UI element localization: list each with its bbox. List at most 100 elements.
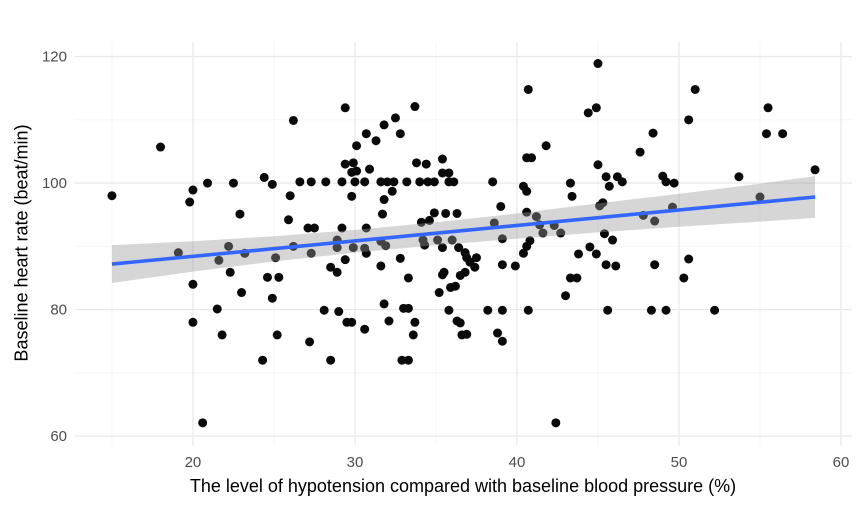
data-point (497, 234, 507, 244)
data-point (593, 59, 603, 69)
y-tick-labels: 60 80 100 120 (42, 49, 67, 446)
data-point (212, 304, 222, 314)
data-point (379, 299, 389, 309)
data-point (376, 261, 386, 271)
data-point (284, 215, 294, 225)
data-point (319, 305, 329, 315)
data-point (352, 141, 362, 151)
data-point (551, 418, 561, 428)
data-point (376, 177, 386, 187)
data-point (267, 179, 277, 189)
data-point (384, 316, 394, 326)
data-point (523, 305, 533, 315)
data-point (326, 355, 336, 365)
data-point (361, 248, 371, 258)
data-point (460, 267, 470, 277)
data-point (321, 177, 331, 187)
data-point (387, 186, 397, 196)
data-point (574, 249, 584, 259)
data-point (446, 282, 456, 292)
data-point (455, 318, 465, 328)
data-point (601, 260, 611, 270)
data-point (224, 241, 234, 251)
data-point (361, 129, 371, 139)
data-point (337, 223, 347, 233)
data-point (444, 168, 454, 178)
data-point (188, 185, 198, 195)
data-point (390, 113, 400, 123)
data-point (429, 177, 439, 187)
data-point (237, 288, 247, 298)
data-point (489, 218, 499, 228)
data-point (650, 216, 660, 226)
data-point (565, 273, 575, 283)
data-point (454, 243, 464, 253)
data-point (305, 337, 315, 347)
data-point (340, 159, 350, 169)
data-point (603, 305, 613, 315)
data-point (285, 191, 295, 201)
data-point (447, 235, 457, 245)
data-point (203, 178, 213, 188)
data-point (395, 253, 405, 263)
data-point (360, 324, 370, 334)
data-point (156, 142, 166, 152)
data-point (483, 305, 493, 315)
data-point (541, 141, 551, 151)
data-point (424, 215, 434, 225)
data-point (379, 120, 389, 130)
data-point (309, 223, 319, 233)
data-point (214, 255, 224, 265)
grid-major (75, 42, 852, 445)
data-point (395, 129, 405, 139)
data-point (434, 288, 444, 298)
data-point (306, 177, 316, 187)
data-point (437, 154, 447, 164)
data-point (403, 355, 413, 365)
data-point (763, 103, 773, 113)
data-point (288, 115, 298, 125)
data-point (650, 260, 660, 270)
x-tick-label: 60 (833, 454, 850, 471)
x-tick-label: 40 (509, 454, 526, 471)
data-point (510, 261, 520, 271)
x-tick-labels: 20 30 40 50 60 (185, 454, 850, 471)
data-point (410, 102, 420, 112)
data-point (437, 243, 447, 253)
data-point (684, 115, 694, 125)
data-point (661, 177, 671, 187)
data-point (107, 191, 117, 201)
data-point (371, 136, 381, 146)
data-point (598, 198, 608, 208)
data-point (497, 260, 507, 270)
y-axis-title: Baseline heart rate (beat/min) (11, 124, 32, 362)
data-point (449, 177, 459, 187)
y-tick-label: 60 (50, 428, 67, 445)
data-point (661, 305, 671, 315)
data-point (389, 177, 399, 187)
data-point (527, 153, 537, 163)
data-point (262, 272, 272, 282)
data-point (497, 305, 507, 315)
data-point (403, 303, 413, 313)
data-point (267, 293, 277, 303)
data-point (679, 273, 689, 283)
data-point (635, 147, 645, 157)
data-point (337, 177, 347, 187)
data-point (228, 178, 238, 188)
data-point (410, 317, 420, 327)
data-point (437, 168, 447, 178)
data-point (365, 164, 375, 174)
data-point (403, 273, 413, 283)
data-point (332, 243, 342, 253)
data-point (352, 166, 362, 176)
data-point (198, 418, 208, 428)
data-point (350, 177, 360, 187)
data-point (258, 355, 268, 365)
data-point (591, 103, 601, 113)
data-point (381, 241, 391, 251)
data-point (591, 249, 601, 259)
data-point (217, 330, 227, 340)
data-point (462, 329, 472, 339)
